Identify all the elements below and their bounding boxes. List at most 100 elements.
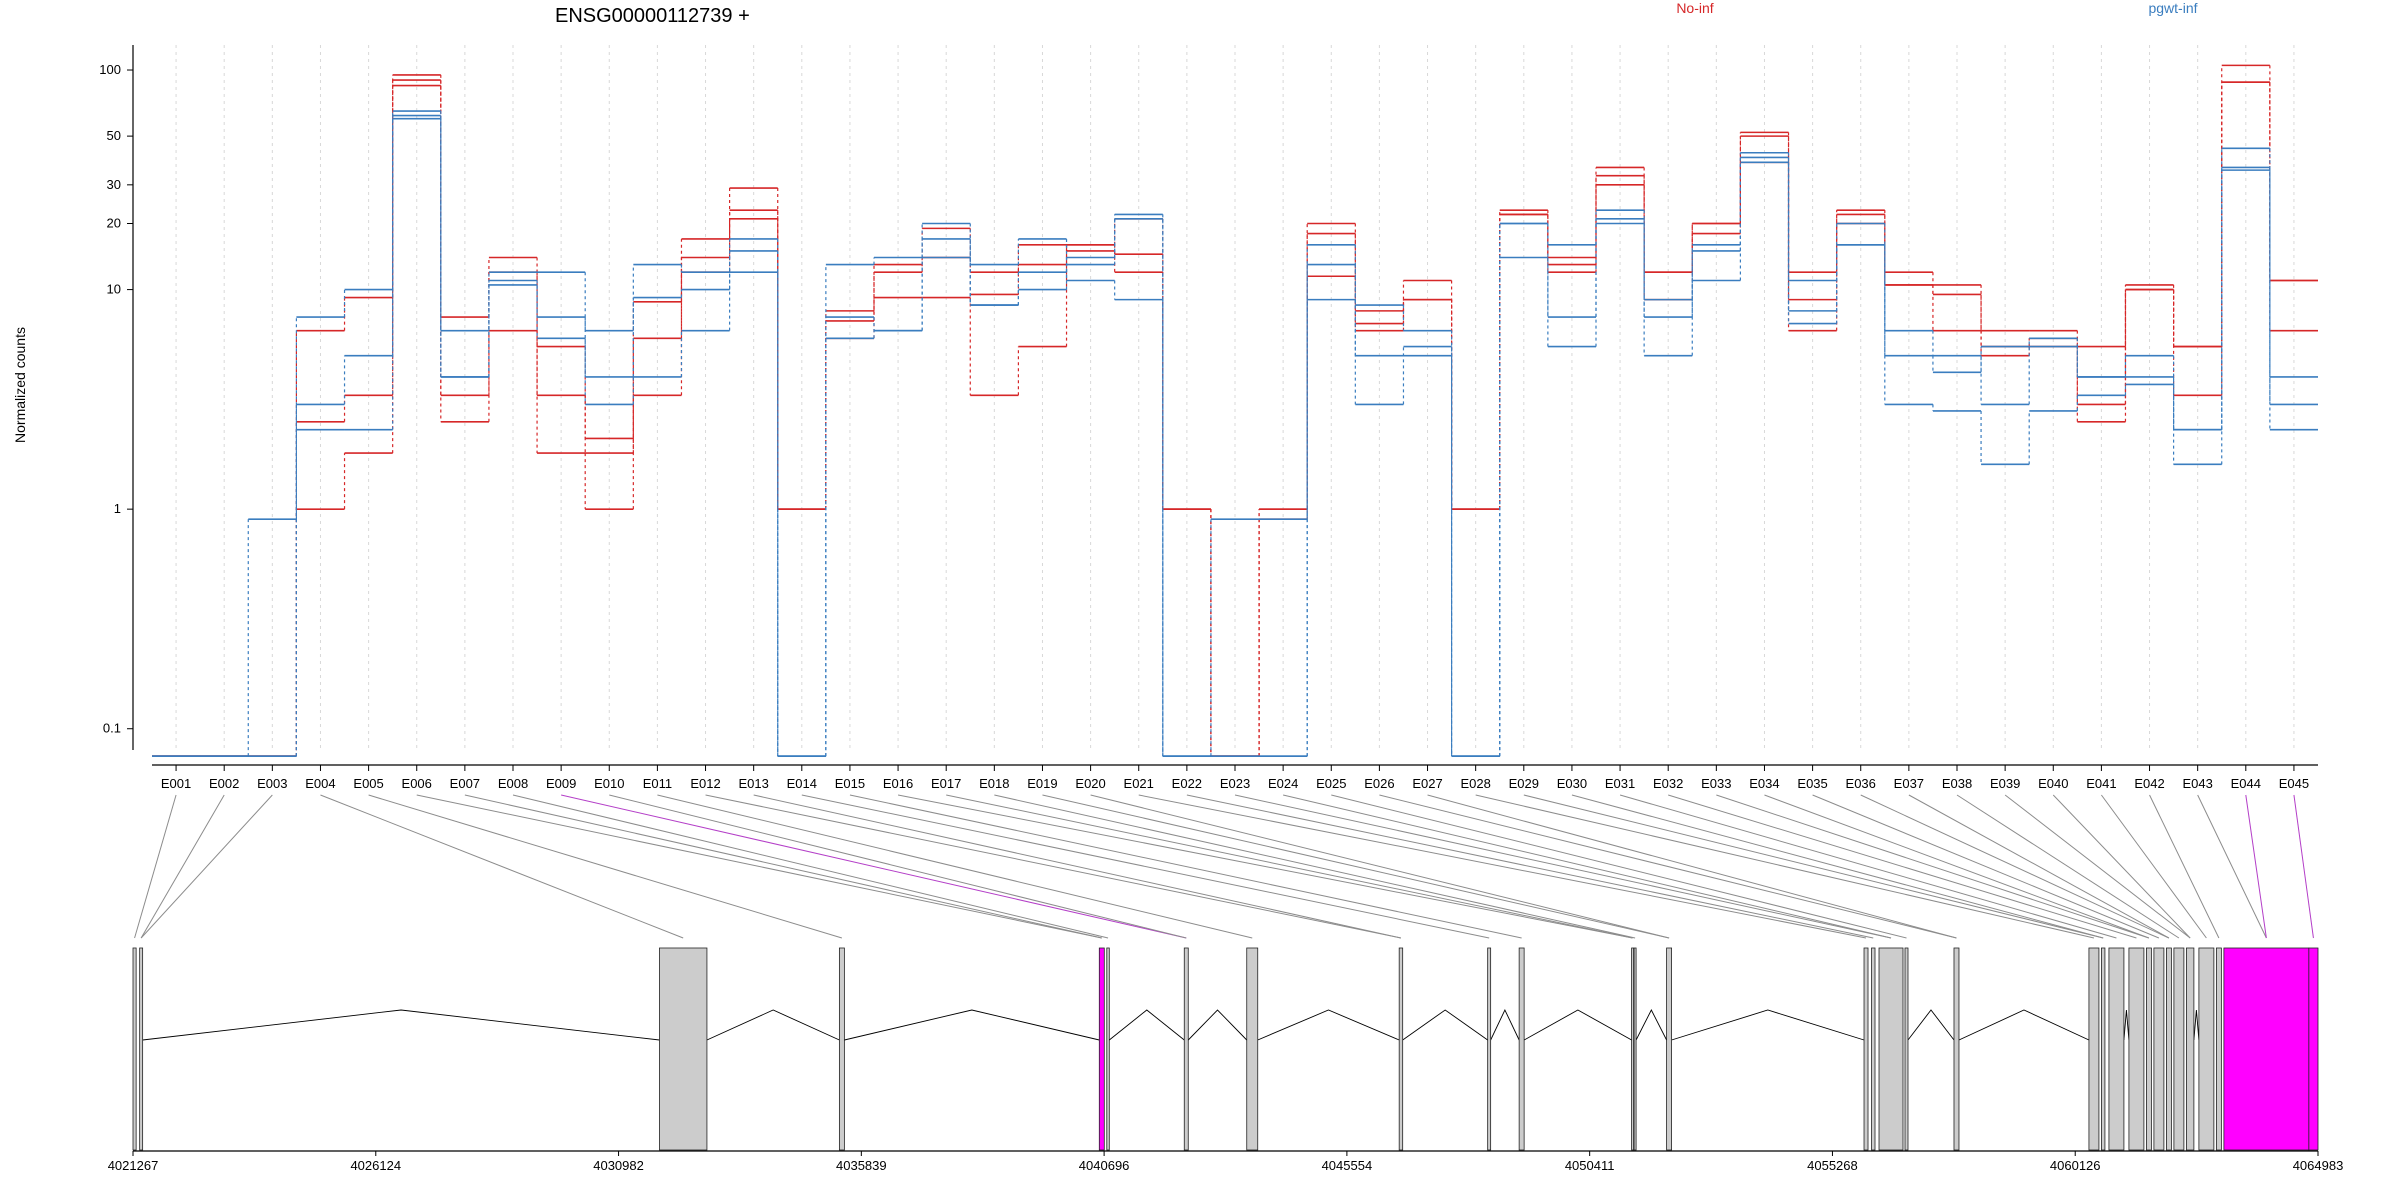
exon-connector: [416, 794, 1102, 939]
exon-connector: [1234, 794, 1892, 939]
exon-block-highlighted: [2223, 947, 2310, 1151]
exon-connector: [946, 794, 1633, 939]
intron-line: [2193, 1009, 2200, 1041]
x-axis: E001 E002 E003 E004 E005 E006 E007 E008 E009 E010…: [152, 764, 2318, 791]
exon-block: [1953, 947, 1960, 1151]
exon-connector: [1042, 794, 1670, 939]
legend-entry-pgwt-inf: pgwt-inf: [2148, 0, 2197, 16]
x-tick-label: E040: [2038, 776, 2068, 791]
exon-connector: [1331, 794, 1907, 939]
exon-block: [139, 947, 144, 1151]
exon-block: [2166, 947, 2172, 1151]
y-axis-label: Normalized counts: [12, 327, 28, 443]
intron-line: [1523, 1009, 1632, 1041]
exon-block: [1487, 947, 1492, 1151]
exon-block: [659, 947, 708, 1151]
y-tick-label: 30: [107, 177, 121, 192]
x-tick-label: E018: [979, 776, 1009, 791]
x-tick-label: E026: [1364, 776, 1394, 791]
exon-connector: [561, 794, 1187, 939]
x-tick-label: E030: [1557, 776, 1587, 791]
exon-connector: [1475, 794, 2095, 939]
exon-connectors: [134, 794, 2314, 939]
exon-block: [2153, 947, 2165, 1151]
intron-line: [2123, 1009, 2130, 1041]
intron-line: [1490, 1008, 1520, 1041]
x-tick-label: E017: [931, 776, 961, 791]
x-tick-label: E010: [594, 776, 624, 791]
y-tick-label: 100: [99, 62, 121, 77]
coord-label: 4026124: [350, 1158, 401, 1173]
exon-connector: [1186, 794, 1874, 939]
intron-line: [1907, 1009, 1955, 1041]
exon-connector: [140, 794, 273, 939]
genomic-coordinate-axis: 4021267 4026124 4030982 4035839 4040696 40455…: [108, 1150, 2343, 1173]
exon-block: [1518, 947, 1525, 1151]
exon-connector: [897, 794, 1633, 939]
x-tick-label: E042: [2134, 776, 2164, 791]
exon-connector: [1956, 794, 2180, 939]
x-tick-label: E041: [2086, 776, 2116, 791]
intron-line: [1635, 1009, 1667, 1041]
exon-block: [1633, 947, 1637, 1151]
x-tick-label: E008: [498, 776, 528, 791]
x-tick-label: E037: [1894, 776, 1924, 791]
x-tick-label: E024: [1268, 776, 1298, 791]
exon-connector: [134, 794, 177, 939]
x-tick-label: E021: [1124, 776, 1154, 791]
coord-label: 4060126: [2050, 1158, 2101, 1173]
intron-line: [706, 1009, 840, 1041]
x-tick-label: E044: [2231, 776, 2261, 791]
exon-connector: [1764, 794, 2150, 939]
x-gridlines: [175, 45, 2295, 750]
x-tick-label: E002: [209, 776, 239, 791]
exon-block-highlighted: [1098, 947, 1105, 1151]
exon-block: [1631, 947, 1635, 1151]
exon-block: [1246, 947, 1259, 1151]
x-tick-label: E011: [643, 776, 672, 791]
exon-connector: [2293, 794, 2314, 939]
exon-block: [1666, 947, 1672, 1151]
exon-connector: [1716, 794, 2150, 939]
y-tick-label: 10: [107, 282, 121, 297]
coord-label: 4030982: [593, 1158, 644, 1173]
coord-label: 4021267: [108, 1158, 159, 1173]
exon-connector: [1427, 794, 1957, 939]
x-tick-label: E025: [1316, 776, 1346, 791]
x-tick-label: E022: [1172, 776, 1202, 791]
y-axis: 0.1 1 10 20 30 50 100: [99, 45, 134, 750]
intron-line: [1402, 1009, 1488, 1041]
x-tick-label: E020: [1075, 776, 1105, 791]
intron-line: [1257, 1009, 1400, 1041]
exon-connector: [368, 794, 843, 939]
exon-connector: [657, 794, 1253, 939]
exon-block: [2185, 947, 2195, 1151]
x-tick-label: E031: [1605, 776, 1635, 791]
exon-block: [2173, 947, 2185, 1151]
exon-block-highlighted: [2308, 947, 2319, 1151]
x-tick-label: E039: [1990, 776, 2020, 791]
x-tick-label: E013: [738, 776, 768, 791]
x-tick-label: E034: [1749, 776, 1779, 791]
x-tick-label: E019: [1027, 776, 1057, 791]
exon-connector: [1090, 794, 1670, 939]
coord-label: 4035839: [836, 1158, 887, 1173]
exon-connector: [140, 794, 225, 939]
exon-connector: [753, 794, 1402, 939]
exon-block: [838, 947, 845, 1151]
intron-line: [1109, 1009, 1185, 1041]
exon-connector: [1523, 794, 2104, 939]
exon-block: [1398, 947, 1404, 1151]
gene-model: [132, 947, 2319, 1151]
intron-line: [1671, 1009, 1865, 1041]
exon-connector: [2100, 794, 2207, 939]
exon-block: [2146, 947, 2152, 1151]
intron-line: [844, 1009, 1100, 1041]
series-lines: [152, 64, 2318, 757]
coord-label: 4045554: [1322, 1158, 1373, 1173]
exon-connector: [2245, 794, 2267, 939]
x-tick-label: E004: [305, 776, 335, 791]
x-tick-label: E001: [161, 776, 191, 791]
exon-connector: [705, 794, 1402, 939]
